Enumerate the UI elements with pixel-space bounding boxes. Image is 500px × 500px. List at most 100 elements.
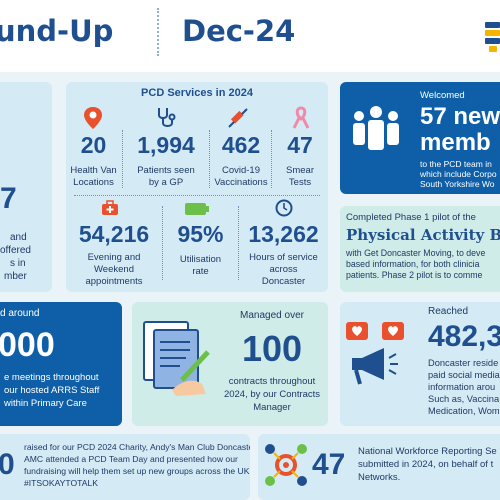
logo-icon-bar — [485, 38, 500, 44]
stat-label: Hours of service — [249, 252, 318, 263]
meetings-lead: d around — [0, 308, 40, 319]
left-stat-line: s in — [10, 258, 26, 269]
reached-line: information arou — [428, 382, 496, 392]
ribbon-icon — [292, 106, 310, 129]
reached-value: 482,3 — [428, 320, 500, 353]
stat-label: Health Van — [70, 165, 117, 176]
logo-icon-bar — [489, 46, 497, 52]
contracts-line: Manager — [253, 402, 291, 413]
stat-label: Covid-19 — [221, 165, 261, 176]
stat-label: Utilisation — [179, 254, 222, 265]
stat-label: rate — [192, 266, 209, 277]
stat-label: Tests — [288, 177, 312, 188]
map-pin-icon — [84, 107, 102, 129]
left-stat-line: offered — [0, 245, 31, 256]
network-gears-icon — [265, 444, 307, 486]
page-date: Dec-24 — [182, 14, 296, 48]
meetings-line: e meetings throughout — [4, 372, 99, 383]
charity-line: AMC attended a PCD Team Day and presente… — [24, 454, 238, 464]
stat-value: 95% — [177, 221, 224, 247]
services-card: PCD Services in 2024 20 1,994 462 47 Hea… — [66, 82, 328, 292]
left-stat-line: and — [10, 232, 27, 243]
stat-label: Vaccinations — [214, 177, 268, 188]
charity-line: fundraising will help them set up new gr… — [24, 466, 250, 476]
divider — [209, 130, 210, 188]
stat-value: 1,994 — [137, 132, 195, 158]
divider — [271, 130, 272, 188]
workforce-card: 47 National Workforce Reporting Se submi… — [258, 434, 500, 500]
stat-label: Locations — [73, 177, 114, 188]
charity-hashtag: #ITSOKAYTOTALK — [24, 478, 99, 488]
first-aid-kit-icon — [102, 200, 118, 215]
left-stat-card: 7 and offered s in mber — [0, 82, 52, 292]
reached-line: Doncaster reside — [428, 358, 499, 368]
stat-label: Smear — [286, 165, 314, 176]
welcomed-card: Welcomed 57 new memb to the PCD team in … — [340, 82, 500, 194]
stat-label: Patients seen — [137, 165, 195, 176]
reached-label: Reached — [428, 306, 469, 317]
stat-label: Evening and — [87, 252, 141, 263]
physical-line: patients. Phase 2 pilot is to comme — [346, 270, 483, 280]
stat-label: across — [269, 264, 298, 275]
left-stat-line: mber — [4, 271, 27, 282]
contracts-line: contracts throughout — [228, 376, 316, 387]
stat-label: Doncaster — [261, 276, 306, 287]
charity-line: raised for our PCD 2024 Charity, Andy's … — [24, 442, 250, 452]
page-title: und-Up — [0, 14, 114, 48]
stat-label: appointments — [85, 276, 143, 287]
divider — [238, 206, 239, 280]
syringe-icon — [228, 108, 248, 128]
header-bar: und-Up Dec-24 — [0, 0, 500, 72]
charity-value: 0 — [0, 448, 15, 481]
people-group-icon — [353, 106, 399, 150]
battery-icon — [185, 203, 209, 215]
reached-line: Such as, Vaccina — [428, 394, 500, 404]
divider — [122, 130, 123, 188]
document-pen-icon — [143, 321, 210, 396]
divider — [74, 195, 320, 196]
workforce-value: 47 — [312, 448, 346, 481]
stat-label: by a GP — [148, 177, 184, 188]
stethoscope-icon — [158, 108, 176, 127]
stat-label: Weekend — [94, 264, 134, 275]
welcomed-value: 57 new — [420, 103, 500, 130]
contracts-value: 100 — [241, 328, 303, 369]
welcomed-value-2: memb — [420, 129, 491, 156]
stat-value: 462 — [221, 132, 261, 158]
services-title: PCD Services in 2024 — [141, 87, 253, 99]
physical-intro: Completed Phase 1 pilot of the — [346, 212, 476, 223]
stat-value: 54,216 — [78, 221, 150, 247]
welcomed-line: which include Corpo — [420, 169, 497, 179]
physical-activity-card: Completed Phase 1 pilot of the Physical … — [340, 206, 500, 292]
header-divider — [157, 8, 159, 56]
contracts-lead: Managed over — [240, 310, 304, 321]
physical-line: with Get Doncaster Moving, to deve — [346, 248, 486, 258]
left-stat-value: 7 — [0, 182, 17, 215]
contracts-card: Managed over 100 contracts throughout 20… — [132, 302, 328, 426]
physical-line: based information, for both clinicia — [346, 259, 480, 269]
workforce-line: Networks. — [358, 472, 401, 483]
reached-card: Reached 482,3 Doncaster reside paid soci… — [340, 302, 500, 426]
stat-value: 47 — [287, 132, 313, 158]
workforce-line: National Workforce Reporting Se — [358, 446, 497, 457]
meetings-line: our hosted ARRS Staff — [4, 385, 100, 396]
social-media-megaphone-icon — [346, 322, 404, 385]
logo-icon-bar — [485, 30, 500, 36]
meetings-card: d around 000 e meetings throughout our h… — [0, 302, 122, 426]
clock-icon — [275, 199, 293, 217]
charity-card: 0 raised for our PCD 2024 Charity, Andy'… — [0, 434, 250, 500]
workforce-line: submitted in 2024, on behalf of t — [358, 459, 494, 470]
welcomed-line: South Yorkshire Wo — [420, 179, 495, 189]
contracts-line: 2024, by our Contracts — [223, 389, 321, 400]
stat-value: 20 — [80, 132, 107, 158]
welcomed-label: Welcomed — [420, 90, 465, 101]
meetings-line: within Primary Care — [4, 398, 87, 409]
welcomed-line: to the PCD team in — [420, 159, 492, 169]
divider — [162, 206, 163, 280]
logo-icon — [485, 22, 500, 28]
reached-line: Medication, Wom — [428, 406, 500, 416]
physical-title: Physical Activity B — [346, 226, 500, 244]
stat-value: 13,262 — [248, 221, 319, 247]
meetings-value: 000 — [0, 326, 55, 364]
reached-line: paid social media — [428, 370, 500, 380]
